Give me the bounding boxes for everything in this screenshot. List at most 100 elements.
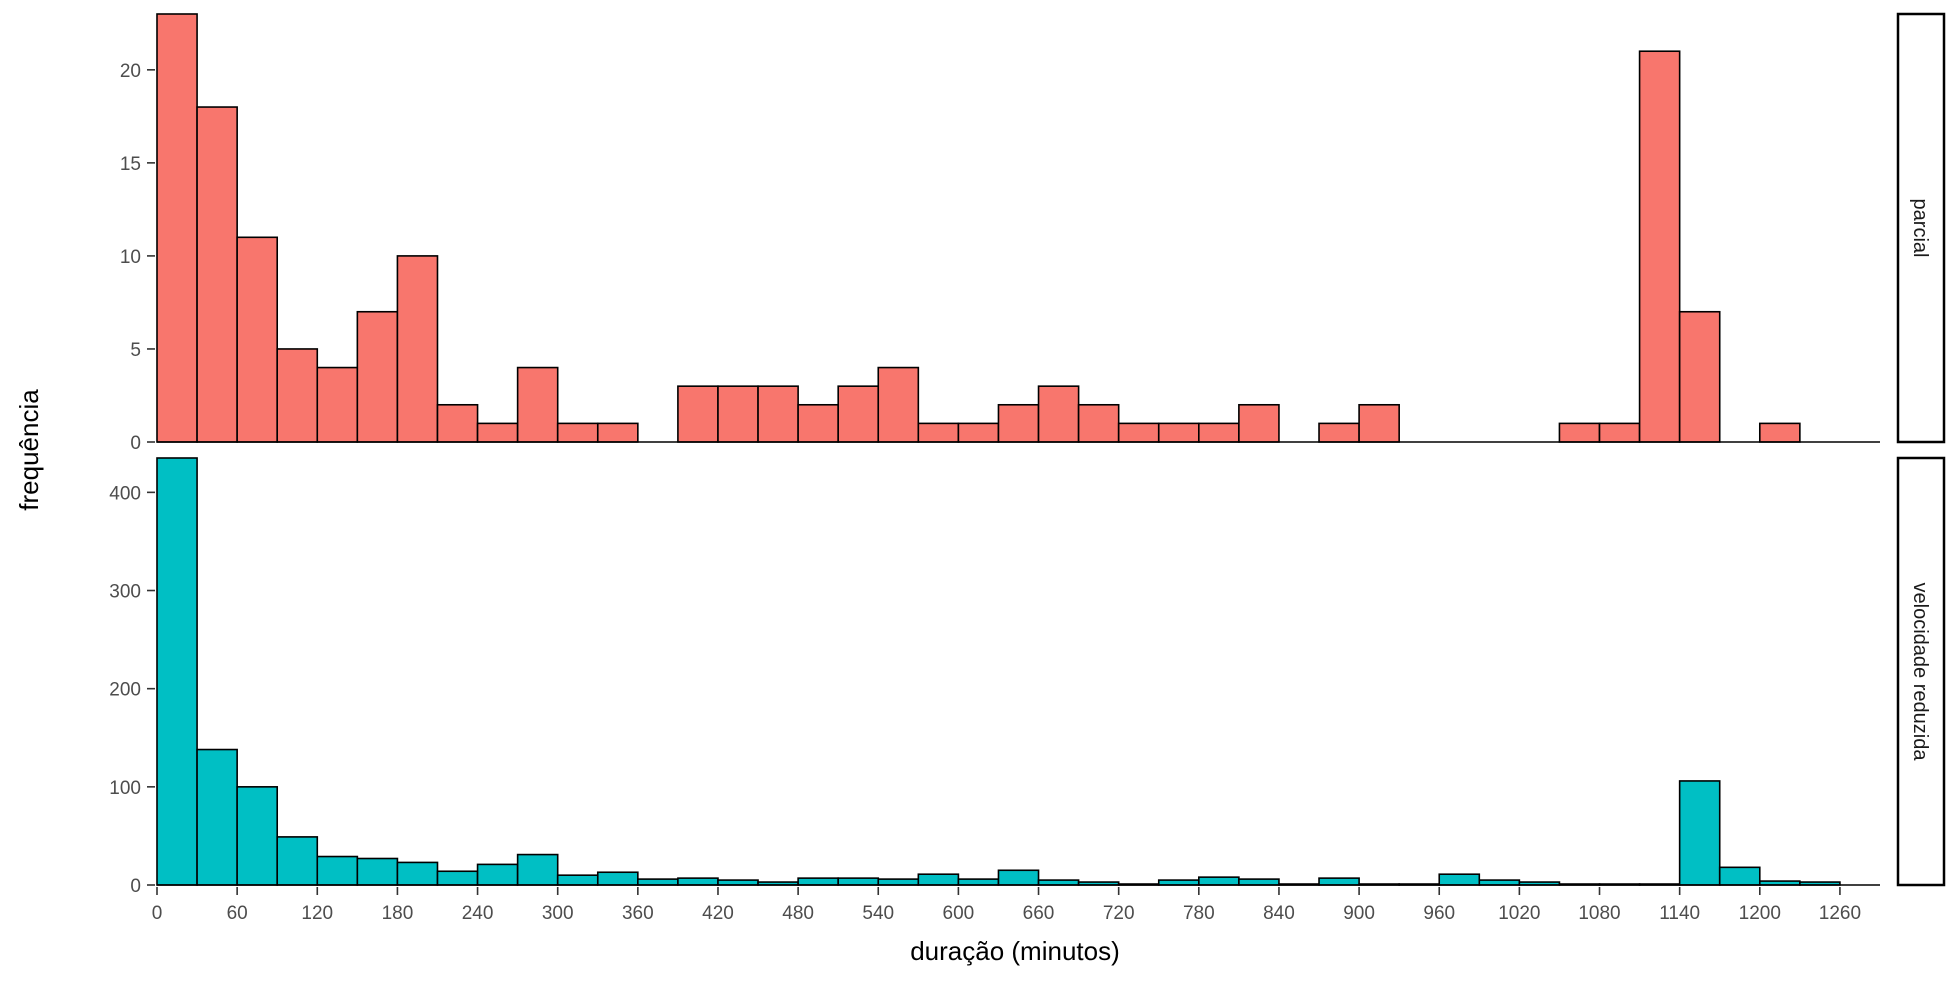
histogram-bar — [997, 869, 1040, 886]
x-tick-label: 1140 — [1659, 903, 1700, 924]
facets-layer: 0 5 10 15 20 parcial 0 100 200 300 400 velocidade r… — [109, 12, 1946, 924]
histogram-bar — [236, 786, 279, 886]
x-tick-label: 1200 — [1739, 903, 1781, 924]
histogram-bar — [356, 310, 399, 443]
histogram-bar — [596, 422, 639, 443]
histogram-bar — [1117, 422, 1160, 443]
histogram-bar — [757, 385, 799, 443]
x-tick-label: 780 — [1183, 903, 1215, 924]
x-tick-label: 480 — [782, 903, 814, 924]
x-tick-label: 120 — [301, 903, 333, 924]
histogram-bar — [637, 878, 679, 886]
x-tick-label: 900 — [1343, 903, 1375, 924]
y-tick-label: 300 — [109, 582, 141, 603]
y-tick-label: 15 — [120, 154, 141, 175]
histogram-bar — [1198, 422, 1240, 443]
histogram-bar — [556, 874, 599, 886]
x-axis: 0 60 120 180 240 300 360 420 480 540 600 660 720 780 8… — [152, 887, 1861, 924]
histogram-bar — [196, 106, 238, 443]
histogram-bar — [476, 422, 519, 443]
histogram-bar — [396, 255, 439, 443]
histogram-bar — [1238, 403, 1280, 443]
y-tick-label: 100 — [109, 778, 141, 799]
histogram-bar — [1678, 310, 1721, 443]
histogram-bar — [1077, 403, 1120, 443]
histogram-bar — [516, 366, 559, 443]
histogram-bar — [1358, 403, 1400, 443]
histogram-bar — [797, 403, 839, 443]
facet-strip-label: velocidade reduzida — [1909, 583, 1931, 762]
histogram-bar — [236, 236, 279, 443]
histogram-bar — [717, 385, 759, 443]
histogram-bar — [1558, 422, 1601, 443]
histogram-bar — [356, 857, 399, 886]
x-axis-title: duração (minutos) — [910, 936, 1120, 966]
histogram-bar — [156, 13, 198, 443]
histogram-bar — [1037, 385, 1080, 443]
x-tick-label: 180 — [382, 903, 414, 924]
x-tick-label: 960 — [1423, 903, 1455, 924]
facet-panel-2: 0 100 200 300 400 velocidade reduzida — [109, 456, 1946, 897]
y-axis-title: frequência — [14, 389, 44, 511]
histogram-bar — [877, 366, 920, 443]
histogram-bar — [1638, 50, 1681, 443]
histogram-bar — [837, 877, 880, 886]
histogram-bar — [957, 878, 1000, 886]
x-tick-label: 60 — [227, 903, 248, 924]
histogram-bar — [556, 422, 599, 443]
histogram-bar — [1678, 780, 1721, 886]
x-tick-label: 540 — [862, 903, 894, 924]
histogram-bar — [917, 873, 960, 886]
histogram-bar — [957, 422, 1000, 443]
x-tick-label: 840 — [1263, 903, 1295, 924]
y-tick-label: 5 — [130, 340, 141, 361]
y-tick-label: 20 — [120, 61, 141, 82]
x-tick-label: 300 — [542, 903, 574, 924]
histogram-bar — [677, 385, 719, 443]
facet-strip — [1896, 456, 1946, 887]
x-tick-label: 1080 — [1578, 903, 1620, 924]
histogram-bar — [156, 457, 198, 886]
histogram-bar — [396, 861, 439, 886]
histogram-bar — [837, 385, 880, 443]
histogram-bar — [797, 877, 839, 886]
histogram-bar — [1598, 422, 1641, 443]
histogram-bar — [436, 870, 479, 886]
x-tick-label: 1260 — [1819, 903, 1861, 924]
x-tick-label: 0 — [152, 903, 163, 924]
histogram-bar — [1718, 866, 1761, 886]
histogram-bar — [316, 855, 359, 886]
histogram-bar — [316, 366, 359, 443]
facet-strip-label: parcial — [1909, 199, 1931, 258]
histogram-bar — [677, 877, 719, 886]
histogram-bar — [516, 853, 559, 886]
histogram-bar — [1238, 878, 1280, 886]
y-tick-label: 400 — [109, 483, 141, 504]
y-tick-label: 10 — [120, 247, 141, 268]
histogram-bar — [196, 748, 238, 886]
y-tick-label: 200 — [109, 680, 141, 701]
histogram-bar — [877, 878, 920, 886]
histogram-bar — [436, 403, 479, 443]
histogram-bar — [596, 871, 639, 886]
histogram-bar — [276, 836, 319, 886]
facet-panel-1: 0 5 10 15 20 parcial — [120, 12, 1946, 454]
histogram-bar — [1758, 422, 1801, 443]
y-tick-label: 0 — [130, 876, 141, 897]
x-tick-label: 660 — [1023, 903, 1055, 924]
x-tick-label: 240 — [462, 903, 494, 924]
histogram-bar — [917, 422, 960, 443]
histogram-bar — [276, 348, 319, 443]
y-tick-label: 0 — [130, 433, 141, 454]
histogram-bar — [997, 403, 1040, 443]
facet-strip — [1896, 12, 1946, 444]
histogram-bar — [1198, 876, 1240, 886]
x-tick-label: 360 — [622, 903, 654, 924]
histogram-bar — [1318, 877, 1360, 886]
histogram-bar — [1157, 422, 1200, 443]
x-tick-label: 1020 — [1498, 903, 1540, 924]
histogram-bar — [1318, 422, 1360, 443]
histogram-bar — [1438, 873, 1481, 886]
